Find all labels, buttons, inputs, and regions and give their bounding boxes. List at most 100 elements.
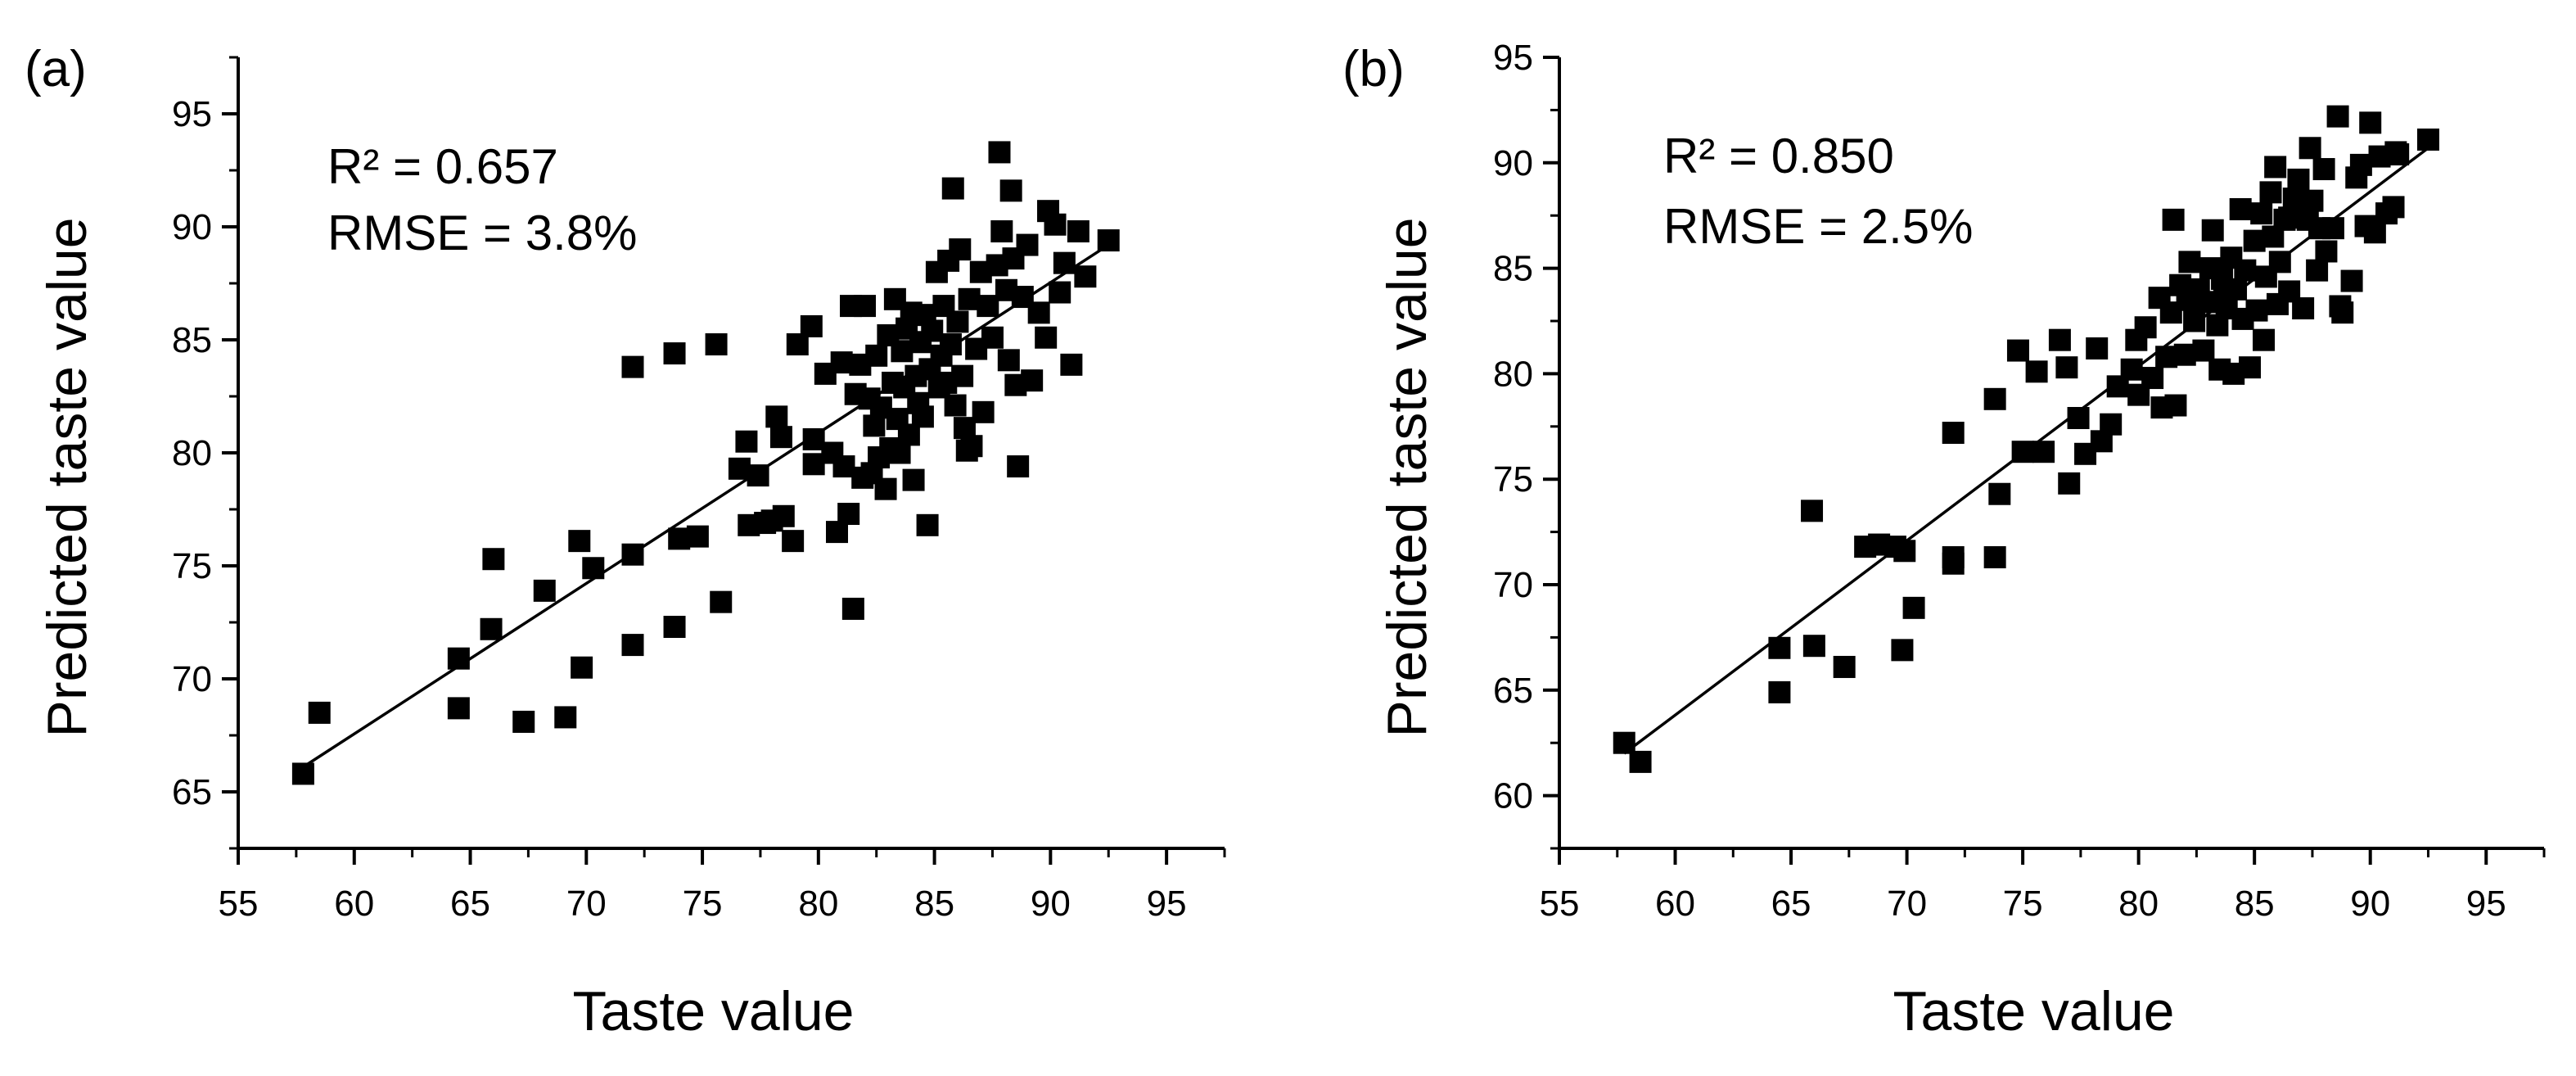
data-point [782, 530, 805, 553]
data-point [2025, 360, 2048, 383]
data-point [1768, 680, 1791, 703]
data-point [2331, 301, 2354, 324]
y-tick-label: 95 [1493, 38, 1533, 78]
data-point [2359, 111, 2382, 134]
data-point [2416, 128, 2439, 151]
data-point [2173, 343, 2196, 366]
data-point [802, 453, 825, 476]
data-point [1942, 422, 1965, 445]
y-axis-title: Predicted taste value [36, 217, 98, 737]
data-point [2058, 472, 2081, 495]
data-point [663, 616, 686, 639]
data-point [999, 179, 1022, 202]
data-point [2340, 269, 2363, 292]
fit-line [302, 243, 1110, 769]
data-point [1833, 655, 1856, 678]
y-tick-label: 80 [1493, 354, 1533, 394]
panel-label: (a) [25, 41, 87, 97]
data-point [2349, 153, 2372, 176]
y-axis-title: Predicted taste value [1376, 217, 1438, 737]
data-point [482, 548, 505, 571]
data-point [837, 503, 860, 526]
data-point [874, 477, 897, 500]
rmse-annotation: RMSE = 2.5% [1663, 199, 1974, 254]
data-point [512, 710, 535, 733]
data-point [2155, 346, 2178, 368]
x-tick-label: 95 [2466, 884, 2506, 924]
data-point [2192, 339, 2215, 362]
y-tick-label: 90 [1493, 143, 1533, 183]
data-point [2183, 310, 2206, 332]
x-tick-label: 90 [2350, 884, 2390, 924]
data-point [939, 333, 962, 356]
data-point [554, 706, 577, 729]
data-point [2299, 137, 2321, 160]
data-point [960, 435, 983, 458]
data-point [941, 177, 964, 200]
data-point [582, 557, 605, 580]
data-point [621, 634, 644, 657]
data-point [902, 468, 925, 491]
panel-label: (b) [1342, 41, 1405, 97]
data-point [710, 590, 733, 613]
y-tick-label: 90 [172, 207, 212, 247]
x-tick-label: 85 [2235, 884, 2275, 924]
data-point [765, 405, 788, 428]
data-point [841, 597, 864, 620]
data-point [2312, 158, 2335, 181]
x-tick-label: 85 [914, 884, 954, 924]
data-point [621, 355, 644, 378]
x-tick-label: 75 [2003, 884, 2043, 924]
x-axis-title: Taste value [573, 980, 855, 1042]
data-point [990, 220, 1013, 243]
data-point [972, 400, 995, 423]
data-point [2134, 316, 2157, 339]
data-point [1060, 353, 1083, 376]
data-point [832, 455, 855, 478]
y-tick-label: 80 [172, 433, 212, 473]
x-tick-label: 60 [334, 884, 374, 924]
data-point [447, 647, 470, 670]
data-point [1074, 265, 1097, 288]
y-tick-label: 85 [1493, 249, 1533, 289]
data-point [772, 504, 795, 527]
data-point [1988, 482, 2011, 505]
data-point [946, 310, 969, 333]
data-point [533, 579, 556, 602]
data-point [988, 141, 1011, 164]
data-point [2326, 105, 2349, 128]
x-tick-label: 55 [1540, 884, 1580, 924]
data-point [1768, 636, 1791, 659]
y-tick-label: 65 [172, 772, 212, 812]
data-point [2032, 441, 2055, 463]
rmse-annotation: RMSE = 3.8% [327, 206, 638, 260]
x-tick-label: 70 [1887, 884, 1927, 924]
y-tick-label: 65 [1493, 671, 1533, 711]
panel-a: 55 60 65 70 75 80 85 90 95 65 70 75 80 85 90 95 Taste va… [25, 41, 1226, 1042]
data-point [2259, 181, 2282, 204]
data-point [480, 617, 503, 640]
data-point [802, 427, 825, 450]
data-point [1053, 251, 1076, 274]
data-point [958, 287, 981, 310]
x-axis-title: Taste value [1893, 980, 2175, 1042]
data-point [921, 319, 944, 342]
y-tick-label: 95 [172, 94, 212, 134]
data-point [2006, 339, 2029, 362]
data-point [2162, 208, 2185, 231]
y-tick-label: 70 [1493, 565, 1533, 605]
data-point [2321, 217, 2344, 240]
data-point [854, 295, 877, 318]
data-point [1035, 326, 1058, 349]
data-point [2315, 240, 2338, 263]
data-point [2120, 358, 2143, 381]
data-point [568, 530, 591, 553]
data-point [1027, 301, 1050, 324]
data-point [1067, 220, 1089, 243]
data-point [1902, 596, 1925, 619]
data-point [769, 426, 792, 449]
data-point [1801, 500, 1824, 522]
panel-b: 55 60 65 70 75 80 85 90 95 60 65 70 75 80 85 90 95 Taste … [1342, 38, 2546, 1042]
data-point [2141, 367, 2164, 390]
data-point [1097, 229, 1120, 252]
